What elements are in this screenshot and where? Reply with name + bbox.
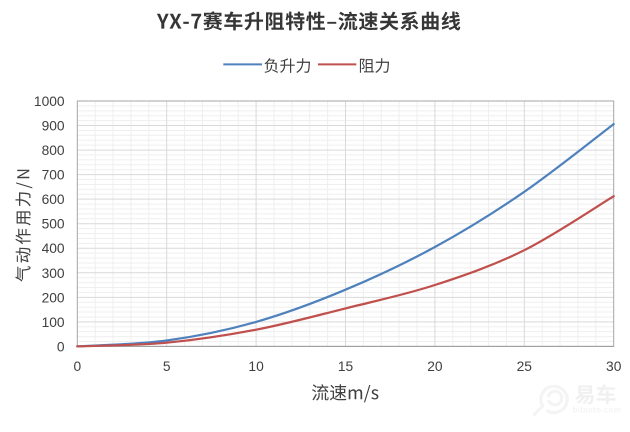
svg-text:bitauto.com: bitauto.com <box>573 405 622 414</box>
svg-text:1000: 1000 <box>34 94 65 109</box>
svg-text:200: 200 <box>42 290 65 305</box>
svg-text:500: 500 <box>42 217 65 232</box>
svg-text:100: 100 <box>42 315 65 330</box>
svg-text:25: 25 <box>517 359 533 374</box>
svg-text:10: 10 <box>248 359 264 374</box>
svg-text:900: 900 <box>42 119 65 134</box>
svg-text:20: 20 <box>427 359 443 374</box>
svg-text:30: 30 <box>606 359 622 374</box>
svg-text:0: 0 <box>57 339 65 354</box>
svg-text:800: 800 <box>42 143 65 158</box>
svg-text:5: 5 <box>163 359 171 374</box>
svg-text:600: 600 <box>42 192 65 207</box>
svg-text:0: 0 <box>73 359 81 374</box>
svg-text:700: 700 <box>42 168 65 183</box>
svg-text:300: 300 <box>42 266 65 281</box>
svg-text:15: 15 <box>338 359 354 374</box>
svg-text:400: 400 <box>42 241 65 256</box>
